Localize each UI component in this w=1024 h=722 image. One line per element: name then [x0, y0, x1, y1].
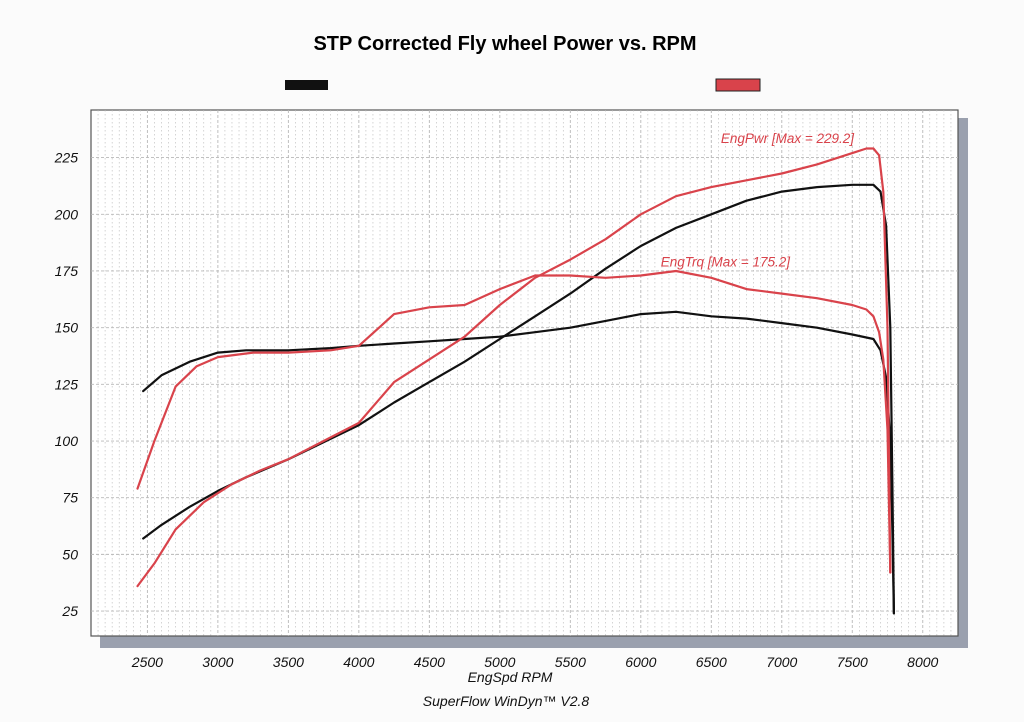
x-tick-label: 8000 — [907, 654, 938, 670]
annotations: EngPwr [Max = 229.2] EngTrq [Max = 175.2] — [661, 131, 855, 270]
x-axis-label: EngSpd RPM — [468, 669, 553, 685]
x-tick-label: 4000 — [343, 654, 374, 670]
y-tick-label: 150 — [55, 320, 79, 336]
series-line-red-torque — [136, 269, 892, 574]
x-tick-label: 2500 — [131, 654, 163, 670]
series-line-black-torque — [142, 310, 895, 615]
x-axis-ticks: 2500 3000 3500 4000 4500 5000 5500 6000 6500 7000… — [131, 654, 939, 670]
series-layer — [136, 147, 895, 615]
y-tick-label: 50 — [62, 546, 78, 562]
y-tick-label: 200 — [54, 206, 79, 222]
x-tick-label: 6000 — [625, 654, 656, 670]
y-tick-label: 100 — [55, 433, 79, 449]
chart-title: STP Corrected Fly wheel Power vs. RPM — [313, 33, 696, 55]
y-tick-label: 25 — [61, 603, 78, 619]
y-tick-label: 75 — [62, 490, 78, 506]
x-tick-label: 7000 — [766, 654, 797, 670]
y-tick-label: 175 — [55, 263, 79, 279]
annotation-label: EngPwr [Max = 229.2] — [721, 131, 855, 146]
x-tick-label: 3500 — [273, 654, 304, 670]
y-axis-ticks: 25 50 75 100 125 150 175 200 225 — [54, 150, 79, 619]
x-tick-label: 5000 — [484, 654, 515, 670]
legend-swatch-red — [715, 78, 761, 92]
plot-area — [90, 109, 959, 637]
annotation-label: EngTrq [Max = 175.2] — [661, 254, 791, 269]
software-footer: SuperFlow WinDyn™ V2.8 — [423, 693, 590, 709]
x-tick-label: 6500 — [696, 654, 727, 670]
x-tick-label: 4500 — [414, 654, 445, 670]
x-tick-label: 7500 — [837, 654, 868, 670]
x-tick-label: 3000 — [202, 654, 233, 670]
y-tick-label: 225 — [54, 150, 79, 166]
x-tick-label: 5500 — [555, 654, 586, 670]
series-line-red-power — [136, 147, 892, 588]
legend-swatch-black — [285, 80, 328, 90]
y-tick-label: 125 — [55, 376, 79, 392]
